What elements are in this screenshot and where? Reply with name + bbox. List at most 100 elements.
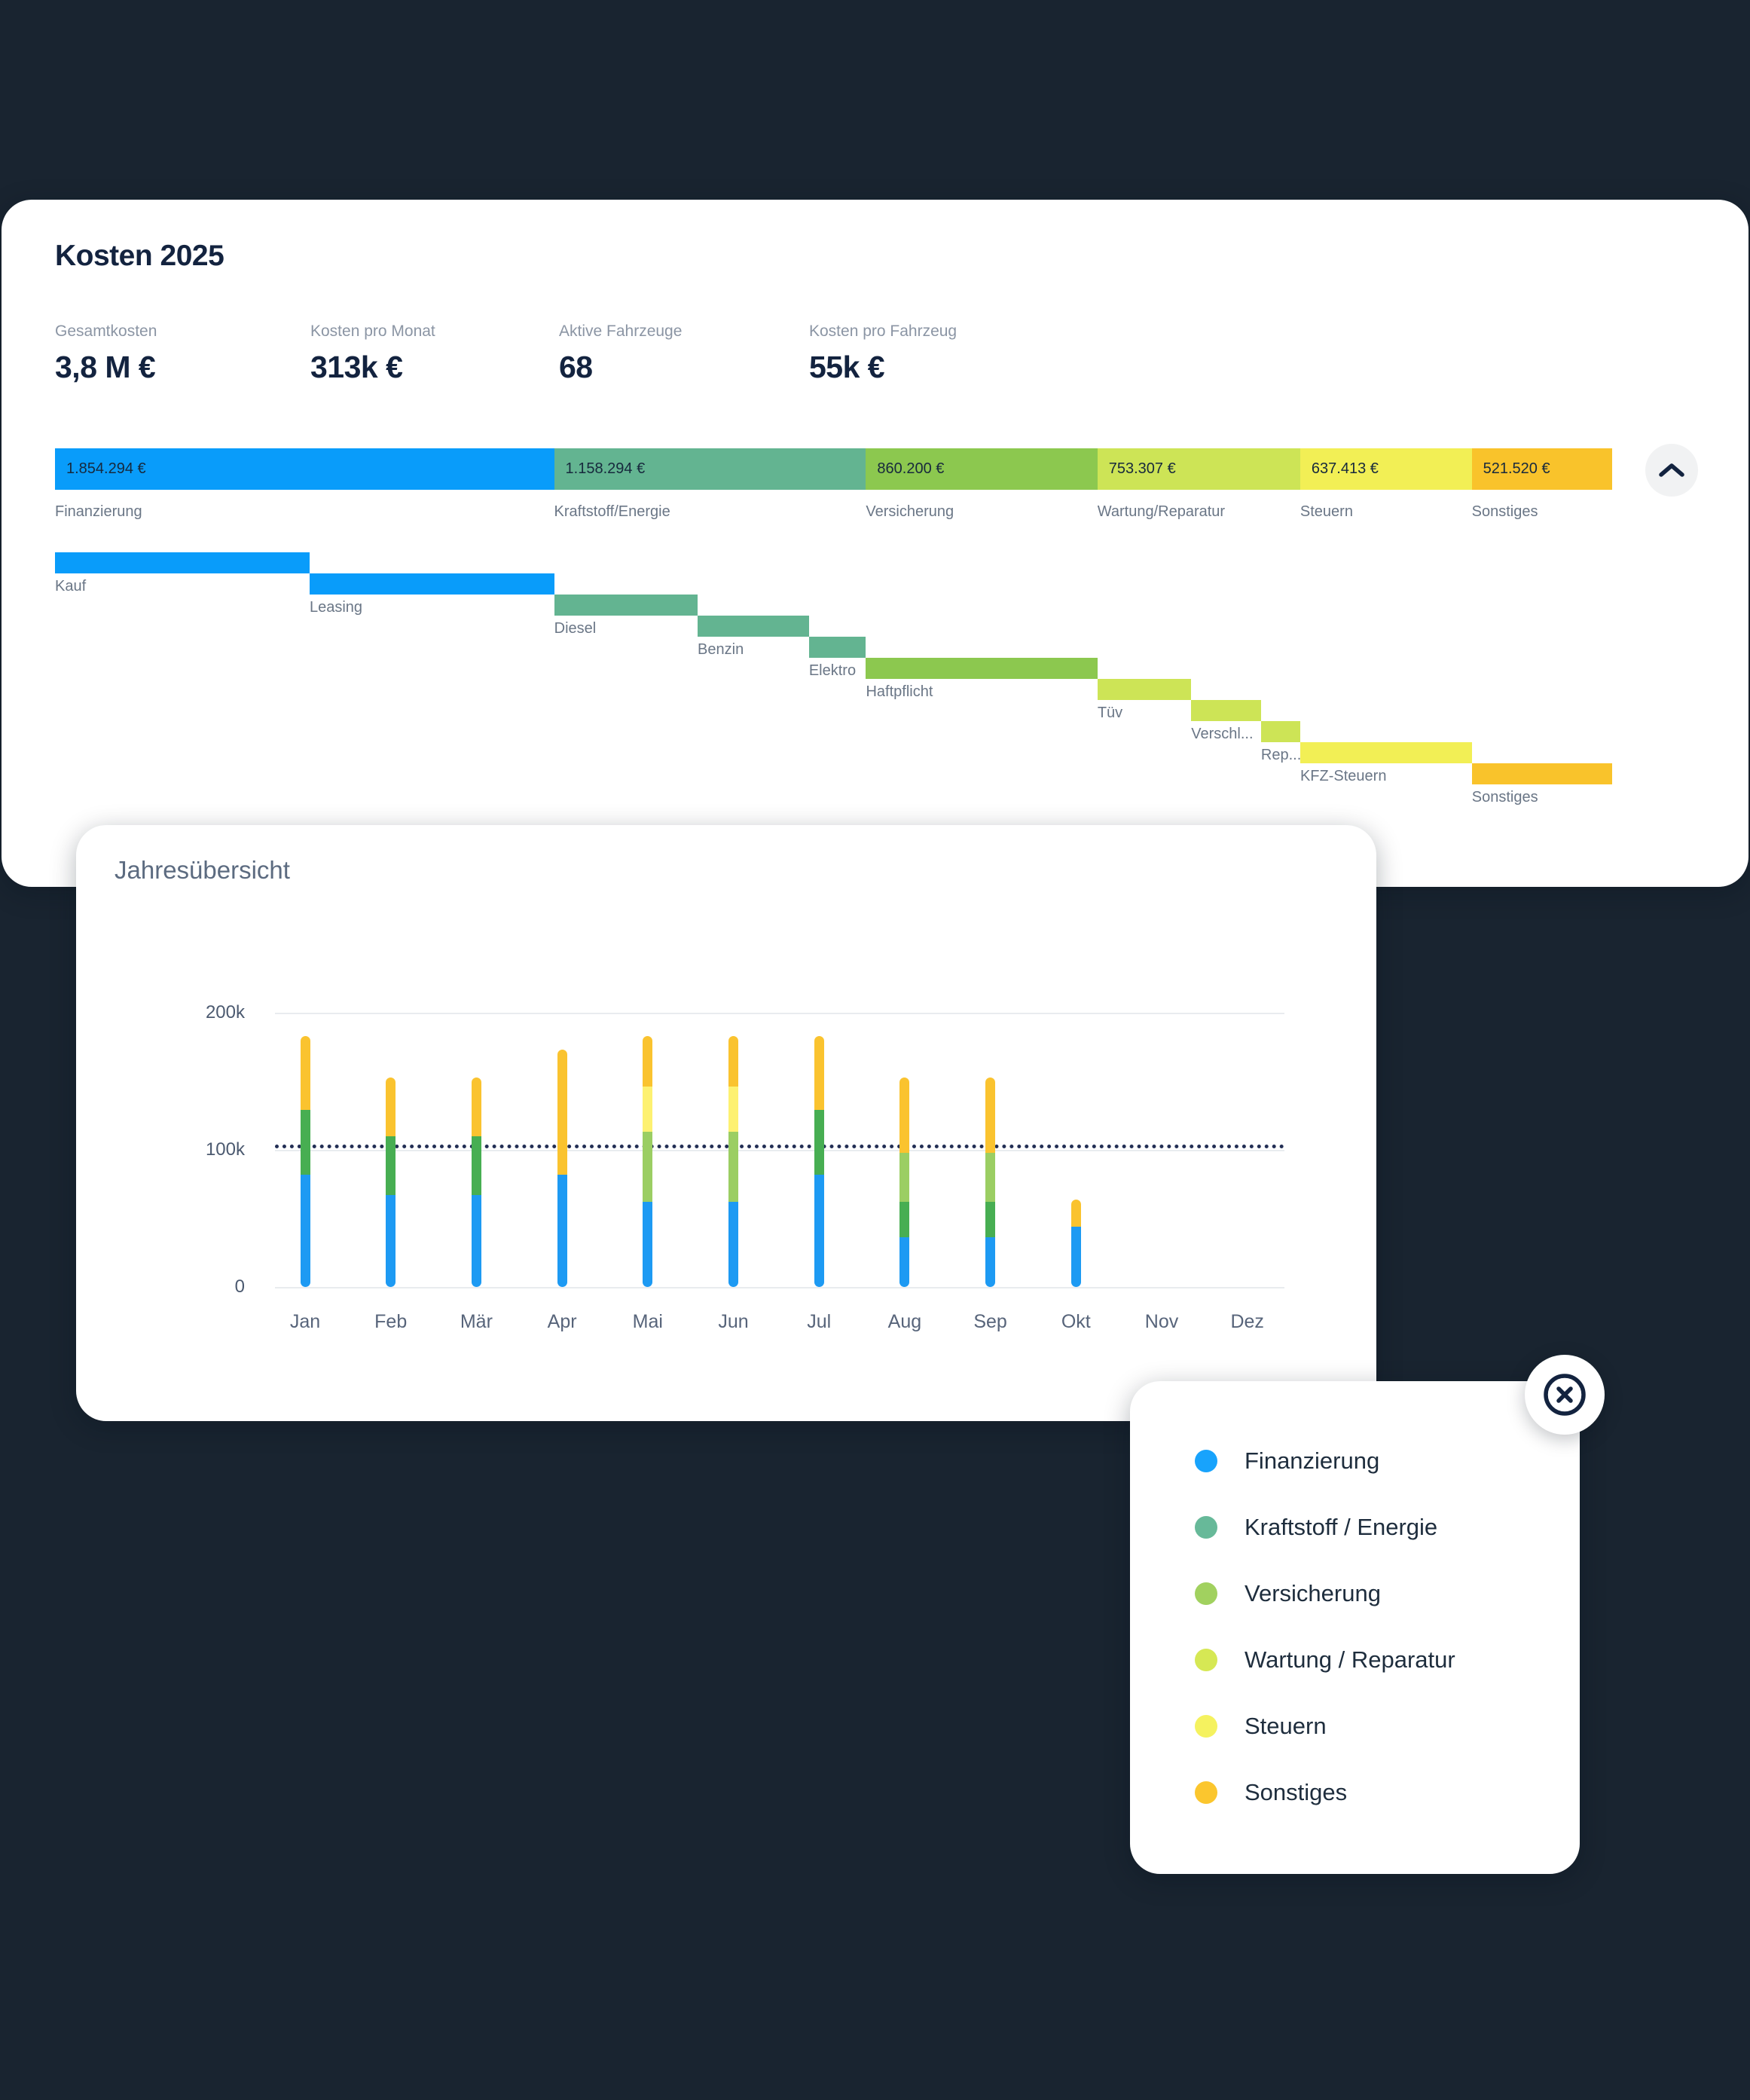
icicle-bar-benzin[interactable] [698,616,809,637]
legend-label: Finanzierung [1245,1447,1380,1474]
bar-segment-sonstiges-amber [643,1035,653,1087]
bar-segment-sonstiges-amber [814,1035,824,1111]
cost-segment-versicherung[interactable]: 860.200 € [866,448,1098,490]
close-legend-button[interactable] [1525,1355,1605,1435]
bar-segment-light-green [643,1132,653,1203]
bar-segment-finanzierung-blue [728,1202,738,1287]
legend-item-steuern[interactable]: Steuern [1195,1693,1565,1759]
x-axis-label-jul: Jul [807,1311,832,1332]
average-reference-line [275,1144,1284,1148]
bar-segment-finanzierung-blue [471,1195,481,1287]
legend-list: Finanzierung Kraftstoff / Energie Versiche… [1195,1428,1565,1826]
legend-item-versicherung[interactable]: Versicherung [1195,1560,1565,1627]
bar-segment-pale-yellow [643,1087,653,1133]
kpi-label: Aktive Fahrzeuge [559,322,683,340]
page-title: Kosten 2025 [55,240,224,272]
icicle-bar-sonstiges[interactable] [1471,763,1612,784]
kpi-gesamtkosten: Gesamtkosten 3,8 M € [55,322,157,385]
kpi-value: 68 [559,350,593,384]
bar-segment-green [985,1202,996,1238]
cost-segment-finanzierung[interactable]: 1.854.294 € [55,448,554,490]
month-bar-jul [814,1035,824,1287]
icicle-bar-kfz-steuern[interactable] [1300,742,1472,763]
icicle-bar-label: KFZ-Steuern [1300,768,1387,784]
cost-segment-value: 521.520 € [1483,460,1550,477]
legend-label: Versicherung [1245,1580,1381,1606]
x-axis-label-feb: Feb [374,1311,408,1332]
legend-label: Wartung / Reparatur [1245,1646,1455,1673]
bar-segment-pale-yellow [728,1087,738,1133]
cost-segment-value: 637.413 € [1311,460,1379,477]
icicle-bar-label: Diesel [554,620,597,637]
bar-segment-sonstiges-amber [899,1077,910,1153]
bar-segment-finanzierung-blue [899,1237,910,1287]
icicle-bar-elektro[interactable] [808,637,866,658]
icicle-bar-label: Leasing [309,599,363,616]
cost-category-label: Steuern [1300,503,1353,520]
icicle-bar-kauf[interactable] [55,552,310,573]
legend-label: Sonstiges [1245,1779,1348,1805]
bar-segment-sonstiges-amber [985,1077,996,1153]
legend-color-dot [1195,1649,1217,1671]
bar-segment-green [300,1110,310,1175]
month-bar-jan [300,1035,310,1287]
collapse-breakdown-button[interactable] [1645,444,1698,497]
legend-color-dot [1195,1715,1217,1738]
x-axis-label-sep: Sep [973,1311,1007,1332]
y-axis-tick: 0 [234,1276,245,1297]
legend-item-wartung-reparatur[interactable]: Wartung / Reparatur [1195,1627,1565,1693]
month-bar-jun [728,1035,738,1287]
icicle-bar-verschl-[interactable] [1191,700,1261,721]
y-axis-tick: 200k [205,1002,245,1022]
month-bar-feb [386,1077,396,1287]
bar-segment-sonstiges-amber [386,1077,396,1136]
icicle-bar-rep-[interactable] [1260,721,1300,742]
bar-segment-sonstiges-amber [471,1077,481,1136]
bar-segment-light-green [985,1152,996,1203]
kpi-label: Gesamtkosten [55,322,157,340]
icicle-bar-diesel[interactable] [554,595,698,616]
month-bar-okt [1070,1199,1081,1287]
cost-drilldown-icicle: Kauf Leasing Diesel Benzin Elektro Haftpflich… [55,552,1612,824]
bar-segment-green [899,1202,910,1238]
icicle-bar-label: Kauf [55,578,87,595]
legend-item-kraftstoff-energie[interactable]: Kraftstoff / Energie [1195,1494,1565,1560]
bar-segment-green [386,1136,396,1196]
cost-segment-wartung-reparatur[interactable]: 753.307 € [1097,448,1300,490]
x-axis-label-jun: Jun [718,1311,749,1332]
kpi-value: 313k € [310,350,403,384]
kpi-label: Kosten pro Monat [310,322,435,340]
icicle-bar-tüv[interactable] [1097,679,1192,700]
cost-segment-value: 1.158.294 € [565,460,646,477]
bar-segment-light-green [899,1152,910,1203]
kpi-row: Gesamtkosten 3,8 M € Kosten pro Monat 313k … [0,322,1750,405]
gridline-200k [275,1013,1284,1014]
kpi-value: 55k € [809,350,885,384]
legend-item-sonstiges[interactable]: Sonstiges [1195,1759,1565,1826]
legend-item-finanzierung[interactable]: Finanzierung [1195,1428,1565,1494]
gridline-0 [275,1287,1284,1288]
bar-segment-green [471,1136,481,1196]
kpi-aktive-fahrzeuge: Aktive Fahrzeuge 68 [559,322,682,385]
x-axis-label-dez: Dez [1230,1311,1264,1332]
legend-label: Kraftstoff / Energie [1245,1514,1438,1540]
cost-segment-steuern[interactable]: 637.413 € [1300,448,1472,490]
cost-segment-kraftstoff-energie[interactable]: 1.158.294 € [554,448,866,490]
circle-x-icon [1541,1371,1589,1419]
icicle-bar-label: Sonstiges [1471,789,1538,805]
cost-category-label: Finanzierung [55,503,142,520]
kpi-kosten-pro-monat: Kosten pro Monat 313k € [310,322,435,385]
icicle-bar-label: Verschl... [1191,726,1254,742]
bar-segment-light-green [728,1132,738,1203]
cost-bar: 1.854.294 € 1.158.294 € 860.200 € 753.307 €… [55,448,1612,490]
x-axis-label-jan: Jan [289,1311,321,1332]
legend-color-dot [1195,1582,1217,1605]
icicle-bar-haftpflicht[interactable] [866,658,1098,679]
icicle-bar-label: Tüv [1097,705,1123,721]
bar-segment-finanzierung-blue [300,1174,310,1287]
icicle-bar-leasing[interactable] [309,573,554,595]
month-bar-mai [643,1035,653,1287]
month-bar-apr [557,1050,567,1287]
cost-segment-sonstiges[interactable]: 521.520 € [1471,448,1612,490]
